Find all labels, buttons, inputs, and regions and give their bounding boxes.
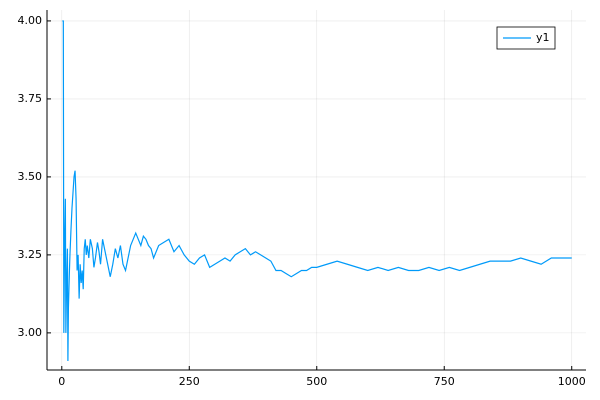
legend-label: y1	[536, 31, 550, 44]
line	[62, 20, 572, 361]
y-tick-label: 3.25	[18, 248, 43, 261]
x-tick-label: 250	[179, 375, 200, 388]
x-tick-label: 1000	[558, 375, 586, 388]
x-tick-label: 750	[434, 375, 455, 388]
y-tick-label: 3.50	[18, 170, 43, 183]
x-tick-label: 500	[306, 375, 327, 388]
y-tick-label: 4.00	[18, 14, 43, 27]
x-tick-label: 0	[58, 375, 65, 388]
y-tick-label: 3.00	[18, 326, 43, 339]
y-tick-label: 3.75	[18, 92, 43, 105]
